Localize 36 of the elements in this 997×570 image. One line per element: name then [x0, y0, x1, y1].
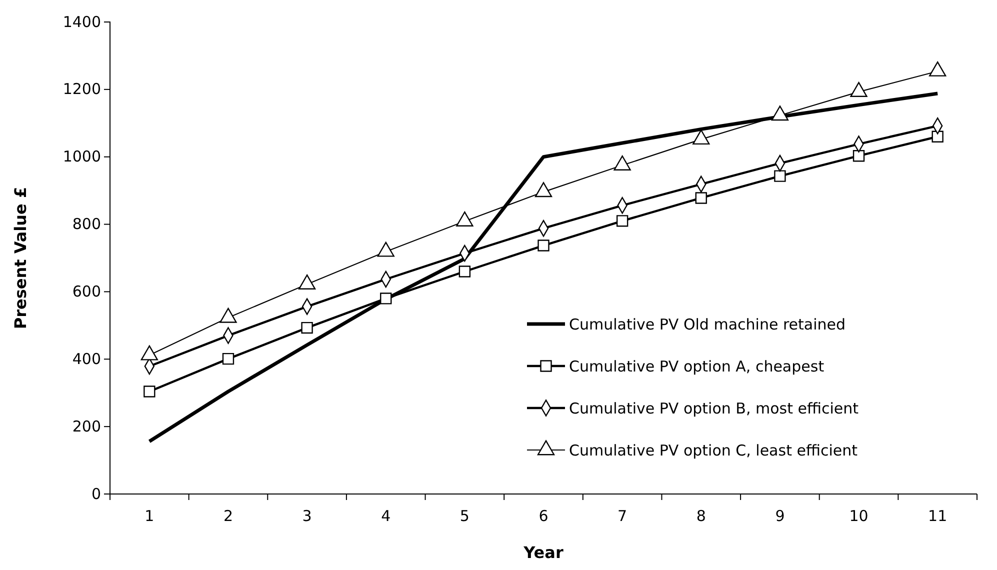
point	[774, 170, 786, 182]
x-tick-label: 11	[928, 507, 948, 525]
point	[616, 215, 628, 227]
y-axis-title: Present Value £	[11, 186, 30, 330]
point	[301, 322, 313, 334]
x-tick-label: 10	[849, 507, 868, 525]
point	[852, 150, 865, 162]
legend-label: Cumulative PV option B, most efficient	[569, 399, 859, 418]
y-tick-label: 800	[72, 215, 101, 234]
x-tick-label: 2	[223, 507, 233, 525]
y-tick-label: 1000	[62, 148, 101, 166]
legend-label: Cumulative PV Old machine retained	[569, 315, 846, 334]
x-tick-label: 8	[696, 507, 706, 525]
x-tick-label: 7	[618, 507, 628, 525]
x-tick-label: 3	[302, 507, 312, 525]
point	[380, 292, 392, 304]
point	[458, 266, 471, 278]
point	[695, 192, 707, 204]
x-tick-label: 4	[381, 507, 391, 525]
y-tick-label: 0	[91, 484, 101, 503]
x-tick-label: 9	[775, 507, 785, 525]
y-tick-label: 1400	[62, 12, 101, 31]
y-tick-label: 1200	[62, 80, 101, 98]
point	[222, 352, 234, 365]
point	[144, 386, 156, 398]
point	[538, 240, 550, 252]
x-tick-label: 1	[144, 507, 154, 525]
point	[932, 130, 944, 142]
y-tick-label: 600	[72, 282, 101, 301]
legend-label: Cumulative PV option C, least efficient	[569, 441, 858, 460]
y-tick-label: 400	[72, 350, 101, 368]
x-axis-title: Year	[522, 543, 564, 562]
x-tick-label: 5	[460, 507, 470, 525]
legend-label: Cumulative PV option A, cheapest	[569, 357, 824, 376]
x-tick-label: 6	[538, 507, 548, 525]
y-tick-label: 200	[72, 417, 101, 436]
